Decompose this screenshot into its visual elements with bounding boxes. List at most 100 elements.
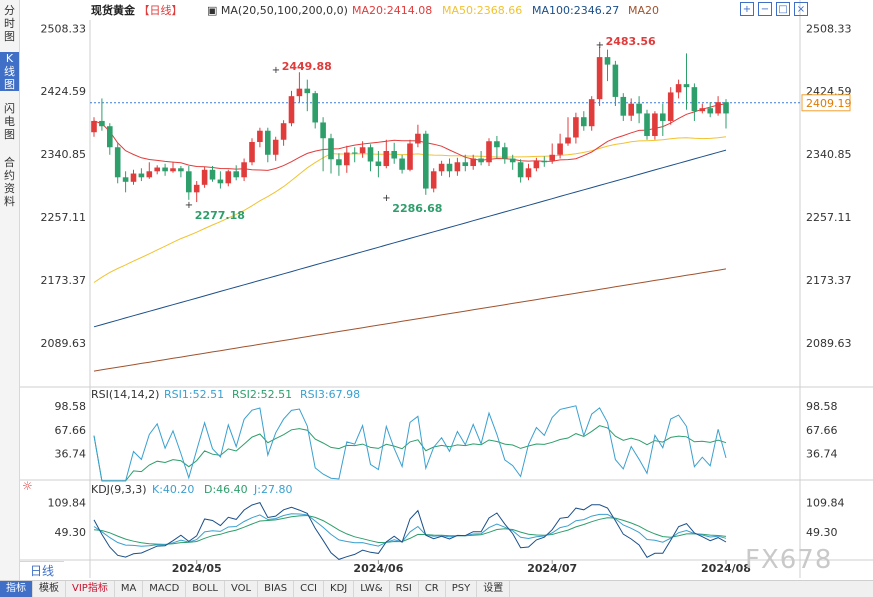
candle-body: [691, 87, 698, 112]
toolbar-item-macd[interactable]: MACD: [143, 581, 187, 597]
candle-body: [699, 108, 706, 112]
candle-body: [162, 167, 168, 172]
rsi-tick-label: 67.66: [806, 424, 838, 437]
candle-body: [454, 162, 461, 172]
toolbar-item-[interactable]: 指标: [0, 581, 33, 597]
rsi-tick-label-left: 67.66: [55, 424, 87, 437]
chart-toolbar: + − □ ×: [740, 2, 808, 16]
candle-body: [201, 169, 208, 185]
candle-body: [304, 88, 311, 94]
candle-body: [525, 168, 532, 178]
indicator-toolbar: 指标 模板 VIP指标 MA MACD BOLL VOL BIAS CCI KDJ LW& RSI CR…: [0, 580, 873, 597]
legend-ma20: MA20:2414.08: [352, 4, 432, 17]
annotation-label: 2483.56: [606, 35, 656, 48]
candle-body: [399, 158, 405, 170]
kdj-tick-label: 109.84: [806, 496, 845, 509]
toolbar-item-rsi[interactable]: RSI: [390, 581, 419, 597]
y-tick-label-left: 2257.11: [41, 211, 87, 224]
kdj-d-value: D:46.40: [204, 483, 248, 496]
candle-body: [486, 141, 492, 163]
candle-body: [257, 130, 263, 142]
candle-body: [114, 147, 121, 178]
kdj-k-value: K:40.20: [152, 483, 194, 496]
toolbar-item-cci[interactable]: CCI: [294, 581, 325, 597]
candle-body: [667, 92, 674, 121]
toolbar-item-kdj[interactable]: KDJ: [324, 581, 355, 597]
candle-body: [541, 160, 548, 163]
y-tick-label-left: 2424.59: [41, 85, 87, 98]
candle-body: [628, 103, 634, 116]
toolbar-item-ma[interactable]: MA: [115, 581, 144, 597]
chart-icon: ▣: [207, 4, 221, 17]
toolbar-item-[interactable]: 设置: [477, 581, 511, 597]
candle-body: [675, 84, 682, 93]
toolbar-item-cr[interactable]: CR: [419, 581, 446, 597]
candle-body: [359, 147, 366, 154]
candle-body: [272, 139, 279, 155]
candle-body: [557, 143, 563, 155]
candle-body: [652, 113, 658, 136]
kdj-panel: 109.84 109.84 49.30 49.30: [48, 496, 845, 560]
candle-body: [367, 147, 374, 162]
y-tick-label-left: 2173.37: [41, 274, 87, 287]
toolbar-item-lw[interactable]: LW&: [354, 581, 390, 597]
candle-body: [478, 158, 484, 163]
legend-ma50: MA50:2368.66: [442, 4, 522, 17]
toolbar-item-vip[interactable]: VIP指标: [66, 581, 115, 597]
candle-body: [99, 120, 105, 127]
kdj-d-line: [93, 514, 727, 545]
candle-body: [249, 141, 255, 163]
candlestick-series: [91, 46, 729, 203]
annotation-marker: +: [382, 193, 390, 204]
y-tick-label: 2257.11: [806, 211, 852, 224]
legend-period: 【日线】: [139, 3, 183, 17]
zoom-out-icon[interactable]: −: [758, 2, 772, 16]
rsi-tick-label: 36.74: [806, 447, 838, 460]
kdj-tick-label-left: 49.30: [55, 526, 87, 539]
kdj-j-line: [93, 502, 727, 560]
watermark: FX678: [745, 545, 833, 575]
candle-body: [644, 113, 650, 136]
candle-body: [375, 161, 382, 167]
toolbar-item-vol[interactable]: VOL: [225, 581, 259, 597]
fullscreen-icon[interactable]: □: [776, 2, 790, 16]
candle-body: [351, 152, 358, 154]
annotation-label: 2277.18: [195, 209, 245, 222]
kdj-j-value: J:27.80: [253, 483, 292, 496]
candle-body: [186, 171, 192, 193]
date-axis: 2024/05 2024/06 2024/07 2024/08: [172, 560, 751, 575]
x-tick-label: 2024/08: [701, 562, 751, 575]
toolbar-item-bias[interactable]: BIAS: [258, 581, 295, 597]
zoom-in-icon[interactable]: +: [740, 2, 754, 16]
side-tab-timeshare[interactable]: 分时图: [4, 4, 15, 43]
kdj-tick-label: 49.30: [806, 526, 838, 539]
rsi-slow-line: [93, 425, 727, 482]
toolbar-item-boll[interactable]: BOLL: [186, 581, 225, 597]
candle-body: [423, 133, 429, 189]
candle-body: [715, 102, 721, 114]
price-annotations: +2449.88+2277.18+2286.68+ 2483.56: [185, 35, 656, 222]
candle-body: [596, 57, 603, 100]
x-tick-label: 2024/07: [527, 562, 577, 575]
candle-body: [107, 126, 113, 148]
annotation-label: 2449.88: [282, 60, 332, 73]
kdj-k-line: [93, 513, 727, 547]
svg-text:现货黄金 【日线】: 现货黄金 【日线】: [91, 3, 183, 17]
candle-body: [581, 117, 587, 127]
side-tab-flash[interactable]: 闪电图: [4, 102, 15, 141]
candle-body: [446, 163, 453, 172]
period-button[interactable]: 日线: [20, 561, 64, 580]
legend-symbol: 现货黄金: [91, 3, 136, 17]
x-tick-label: 2024/05: [172, 562, 222, 575]
kdj-settings-icon[interactable]: ☼: [22, 479, 33, 493]
close-icon[interactable]: ×: [794, 2, 808, 16]
candle-body: [407, 143, 413, 170]
toolbar-item-psy[interactable]: PSY: [446, 581, 478, 597]
toolbar-item-[interactable]: 模板: [33, 581, 66, 597]
candle-body: [502, 147, 508, 159]
side-tab-contract-info[interactable]: 合约资料: [4, 156, 15, 208]
candle-body: [241, 162, 247, 178]
